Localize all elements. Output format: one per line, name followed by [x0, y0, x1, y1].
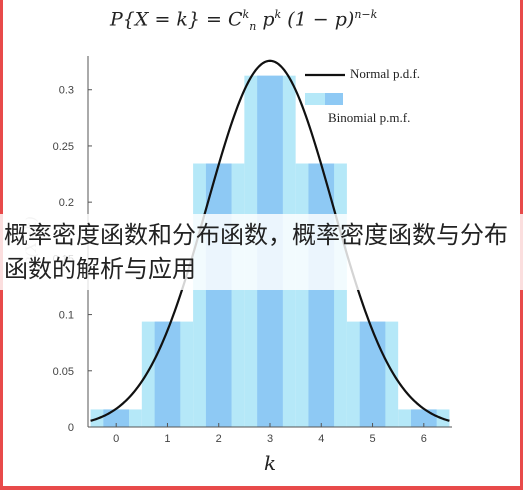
binomial-formula: P{X = k} = Ckn pk (1 − p)n−k: [110, 8, 377, 33]
x-tick-label: 5: [369, 433, 375, 445]
legend-pmf-label: Binomial p.m.f.: [328, 110, 410, 125]
y-tick-label: 0.2: [59, 197, 74, 209]
x-tick-label: 4: [318, 433, 324, 445]
legend-pmf-swatch-light: [305, 93, 325, 105]
legend-normal-label: Normal p.d.f.: [350, 66, 420, 81]
formula-sup-k: k: [242, 8, 250, 21]
x-tick-label: 0: [113, 433, 119, 445]
bars-group: [90, 75, 450, 427]
formula-p: p: [262, 8, 275, 31]
overlay-caption: 概率密度函数和分布函数，概率密度函数与分布函数的解析与应用: [0, 214, 523, 290]
legend-pmf-swatch-dark: [325, 93, 343, 105]
normal-curve-group: [90, 59, 450, 422]
formula-paren: (1 − p): [287, 8, 355, 31]
legend: Normal p.d.f. Binomial p.m.f.: [305, 66, 420, 125]
y-tick-label: 0.05: [53, 366, 74, 378]
formula-lhs: P{X = k} = C: [110, 8, 243, 31]
normal-curve-line: [90, 59, 450, 422]
bar-inner-k4: [308, 163, 335, 427]
formula-sup-nk: n−k: [354, 8, 378, 21]
x-tick-label: 2: [216, 433, 222, 445]
y-tick-label: 0.1: [59, 310, 74, 322]
y-tick-label: 0.3: [59, 85, 74, 97]
x-tick-label: 1: [164, 433, 170, 445]
x-axis-label: k: [264, 451, 276, 475]
y-tick-label: 0.25: [53, 141, 74, 153]
x-tick-label: 6: [421, 433, 427, 445]
y-tick-label: 0: [68, 422, 74, 434]
formula-sub-n: n: [249, 20, 257, 34]
x-tick-label: 3: [267, 433, 273, 445]
bar-inner-k1: [154, 321, 181, 427]
bar-inner-k5: [359, 321, 386, 427]
bar-inner-k2: [205, 163, 232, 427]
formula-sup-k2: k: [274, 8, 282, 21]
